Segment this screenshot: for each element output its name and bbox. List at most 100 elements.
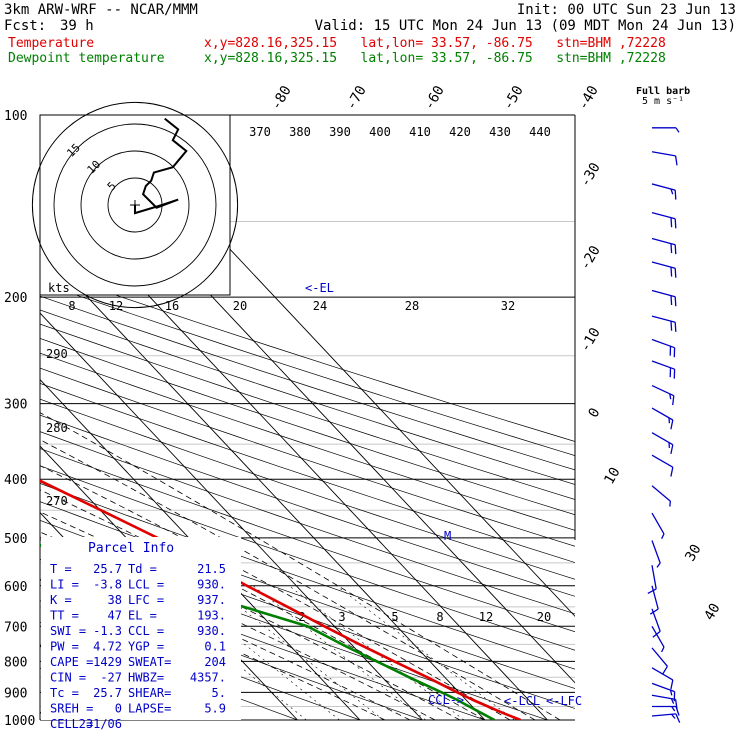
temperature-legend-label: Temperature: [8, 36, 95, 51]
parcel-key: SREH =: [50, 702, 93, 716]
parcel-value: -27: [100, 671, 122, 685]
left-theta-label: 270: [46, 494, 68, 508]
mixing-ratio-label: 24: [313, 299, 327, 313]
parcel-key-2: LCL =: [128, 578, 164, 592]
wind-barb-staff: [651, 647, 668, 667]
dry-adiabat: [40, 448, 575, 633]
parcel-key-2: HWBZ=: [128, 671, 164, 685]
parcel-value-2: 21.5: [197, 562, 226, 576]
wind-barb-flag: [670, 295, 673, 306]
wind-barb-flag: [675, 713, 681, 723]
isotherm: [40, 245, 486, 720]
isotherm-label: 40: [701, 601, 723, 624]
dry-adiabat: [40, 414, 575, 597]
parcel-key: CELL =: [50, 717, 93, 731]
parcel-key: K =: [50, 593, 72, 607]
parcel-key: Tc =: [50, 686, 79, 700]
wind-barb-flag: [674, 268, 677, 278]
wind-barb-staff: [651, 289, 676, 298]
dry-adiabat: [40, 295, 575, 471]
isotherm-label: -30: [577, 160, 604, 190]
wind-barb-staff: [651, 315, 676, 323]
parcel-value: 38: [108, 593, 122, 607]
parcel-key-2: LAPSE=: [128, 702, 171, 716]
wind-barb-staff: [651, 384, 675, 397]
mixing-ratio-label-low: 8: [436, 610, 443, 624]
wind-barb-flag: [674, 218, 677, 229]
hodograph-outer-ring: [31, 101, 239, 309]
wind-barb-flag: [656, 562, 661, 568]
theta-label: 380: [289, 125, 311, 139]
full-barb-units: 5 m s⁻¹: [642, 96, 684, 107]
mixing-ratio-label-low: 3: [338, 610, 345, 624]
wind-barb-staff: [651, 485, 671, 502]
dry-adiabat: [40, 483, 575, 670]
dewpoint-legend-info: x,y=828.16,325.15 lat,lon= 33.57, -86.75…: [204, 51, 666, 66]
isotherm-label: -50: [500, 83, 527, 113]
parcel-value-2: 5.: [212, 686, 226, 700]
parcel-value: 231/06: [79, 717, 122, 731]
theta-label: 430: [489, 125, 511, 139]
pressure-label-900: 900: [4, 686, 27, 701]
isotherm: [40, 378, 361, 720]
wind-barb-flag: [649, 608, 659, 615]
wind-barb-flag: [670, 188, 674, 195]
isotherm-label: -10: [577, 325, 604, 355]
parcel-key-2: SWEAT=: [128, 655, 171, 669]
wind-barb-staff: [651, 261, 676, 269]
parcel-value: 1429: [93, 655, 122, 669]
wind-barb-flag: [670, 321, 673, 331]
dry-adiabat: [40, 600, 361, 720]
theta-label: 410: [409, 125, 431, 139]
wind-barb-flag: [669, 689, 673, 696]
isotherm-label: -80: [268, 83, 295, 113]
dry-adiabat: [40, 431, 575, 615]
wind-barb-flag: [670, 679, 674, 690]
parcel-value-2: 5.9: [204, 702, 226, 716]
parcel-key: PW =: [50, 640, 79, 654]
parcel-key: CIN =: [50, 671, 86, 685]
parcel-value-2: 193.: [197, 609, 226, 623]
full-barb-label: Full barb: [636, 86, 690, 97]
mixing-ratio-label-low: 2: [298, 610, 305, 624]
wind-barb-flag: [647, 588, 657, 594]
wind-barb-staff: [651, 454, 674, 468]
isotherm-label: 30: [682, 542, 704, 565]
parcel-value-2: 930.: [197, 624, 226, 638]
wind-barb-staff: [651, 211, 676, 220]
dry-adiabat: [40, 338, 575, 516]
pressure-label-1000: 1000: [4, 714, 35, 729]
left-theta-label: 280: [46, 421, 68, 435]
parcel-key: TT =: [50, 609, 79, 623]
parcel-key-2: LFC =: [128, 593, 164, 607]
pressure-label-400: 400: [4, 473, 27, 488]
moist-adiabat: [40, 549, 411, 720]
forecast-hour: 39 h: [60, 18, 94, 34]
dry-adiabat: [40, 282, 575, 456]
isotherm-label: 10: [601, 465, 623, 488]
wind-barb-staff: [651, 585, 659, 610]
dry-adiabat: [40, 323, 575, 500]
parcel-value: 4.72: [93, 640, 122, 654]
wind-barb-staff: [651, 667, 674, 681]
dewpoint-legend-label: Dewpoint temperature: [8, 51, 165, 66]
parcel-value: 0: [115, 702, 122, 716]
theta-label: 400: [369, 125, 391, 139]
parcel-info-box: Parcel Info T = 25.7 Td = 21.5 LI = -3.8 LCL = 9…: [41, 537, 241, 731]
wind-barb-flag: [675, 127, 680, 133]
isotherm-label: -70: [343, 83, 370, 113]
wind-barb-flag: [670, 467, 674, 477]
parcel-key-2: YGP =: [128, 640, 164, 654]
left-theta-label: 290: [46, 347, 68, 361]
parcel-value: -3.8: [93, 578, 122, 592]
parcel-value-2: 204: [204, 655, 226, 669]
parcel-value: 25.7: [93, 686, 122, 700]
wind-barb-staff: [651, 237, 676, 246]
theta-label: 370: [249, 125, 271, 139]
isotherm-label: -20: [577, 243, 604, 273]
theta-label: 440: [529, 125, 551, 139]
